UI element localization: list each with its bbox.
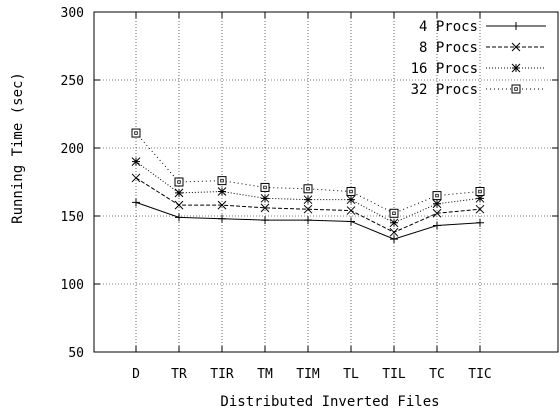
series-0-point-2 (218, 214, 226, 223)
y-tick-label-3: 200 (61, 142, 84, 157)
y-tick-label-2: 150 (61, 210, 84, 225)
series-2-point-4 (303, 195, 313, 205)
series-2-point-0 (131, 157, 141, 166)
series-3-point-6-inner (392, 211, 396, 215)
series-3-point-1 (174, 177, 184, 187)
series-3-point-7-inner (435, 193, 439, 198)
series-0-point-4 (304, 216, 312, 225)
y-tick-label-1: 100 (61, 278, 84, 293)
plot-frame (93, 11, 559, 353)
legend-marker-0 (512, 22, 520, 30)
series-1-point-2 (217, 200, 227, 210)
series-3-point-8 (475, 187, 485, 197)
series-0-point-1 (175, 213, 183, 222)
series-3-point-3-inner (263, 185, 267, 190)
x-tick-label-1: TR (171, 367, 187, 382)
series-3-point-3 (260, 182, 270, 192)
series-2-point-5 (346, 195, 356, 205)
legend-label-2: 16 Procs (411, 61, 478, 77)
series-0-point-8 (476, 218, 484, 227)
x-tick-label-0: D (132, 367, 140, 382)
series-0-point-7 (433, 221, 441, 230)
series-0-point-3 (261, 216, 269, 225)
series-2-point-7 (432, 199, 442, 209)
y-axis-label: Running Time (sec) (10, 72, 26, 224)
x-tick-label-4: TIM (296, 367, 320, 382)
legend-label-1: 8 Procs (419, 40, 478, 56)
x-axis-label: Distributed Inverted Files (220, 394, 439, 410)
series-3-point-8-inner (478, 189, 482, 194)
legend-marker-3-inner (514, 87, 518, 91)
series-2-point-1 (174, 188, 184, 198)
x-tick-label-2: TIR (210, 367, 234, 382)
series-1-point-8 (475, 204, 485, 214)
series-2-point-6 (389, 218, 399, 228)
series-1-point-5 (346, 206, 356, 215)
series-2-point-2 (217, 187, 227, 196)
series-1-point-1 (174, 200, 184, 210)
x-tick-label-6: TIL (382, 367, 406, 382)
series-1-point-7 (432, 208, 442, 218)
x-tick-label-5: TL (343, 367, 359, 382)
series-1-point-4 (303, 204, 313, 214)
series-0-point-0 (132, 198, 140, 207)
x-tick-label-8: TIC (468, 367, 491, 382)
series-3-point-4-inner (306, 187, 310, 191)
series-3-point-5-inner (349, 189, 353, 194)
y-tick-label-4: 250 (61, 74, 84, 89)
series-3-point-4 (303, 184, 313, 194)
series-3-point-2 (217, 176, 227, 186)
series-0-point-5 (347, 217, 355, 226)
x-tick-label-7: TC (429, 367, 445, 382)
series-0-point-6 (390, 235, 398, 244)
series-2-point-8 (475, 193, 485, 203)
legend-marker-1 (511, 42, 521, 52)
series-2-point-3 (260, 193, 270, 203)
x-tick-label-3: TM (257, 367, 273, 382)
series-3-point-2-inner (220, 178, 224, 183)
legend-label-0: 4 Procs (419, 19, 478, 35)
y-tick-label-5: 300 (61, 6, 84, 21)
legend-label-3: 32 Procs (411, 82, 478, 98)
series-3-point-0-inner (134, 131, 138, 135)
series-3-point-5 (346, 187, 356, 197)
series-1-point-6 (389, 227, 399, 237)
series-3-point-6 (389, 208, 399, 218)
legend-marker-2 (511, 63, 521, 73)
series-line-1 (135, 177, 481, 233)
series-3-point-7 (432, 191, 442, 201)
series-1-point-0 (131, 173, 141, 183)
y-tick-label-0: 50 (68, 346, 84, 361)
series-3-point-1-inner (177, 180, 181, 184)
series-1-point-3 (260, 203, 270, 213)
series-3-point-0 (131, 128, 141, 138)
legend-marker-3 (511, 84, 521, 94)
